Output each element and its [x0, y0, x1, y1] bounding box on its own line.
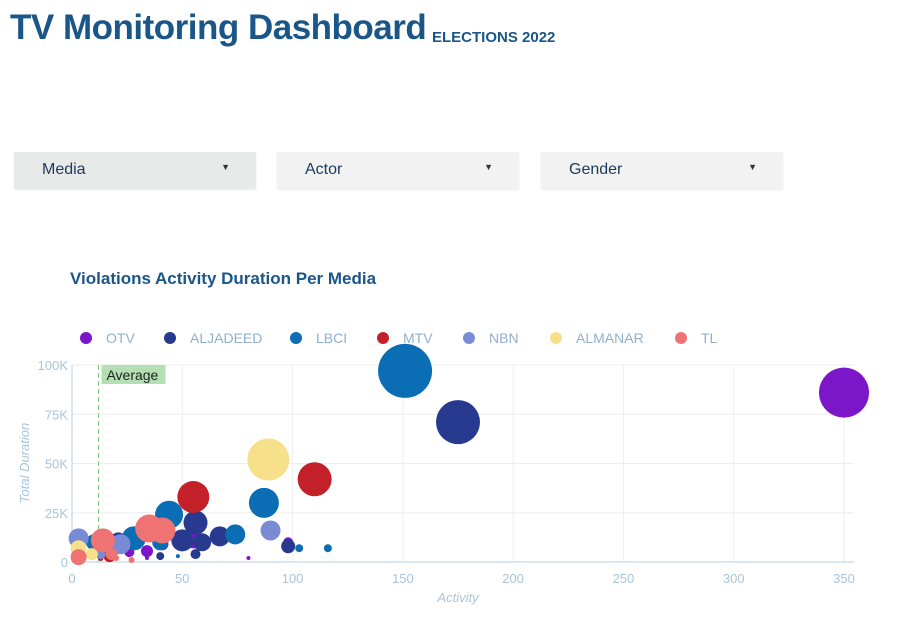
legend-marker [80, 332, 92, 344]
bubble-otv [246, 556, 251, 561]
bubble-mtv [297, 462, 332, 497]
caret-down-icon: ▼ [484, 162, 493, 172]
bubble-mtv [177, 480, 210, 513]
legend-label: ALJADEED [190, 330, 262, 346]
x-tick-label: 150 [392, 571, 414, 586]
legend-marker [675, 332, 687, 344]
x-tick-label: 300 [723, 571, 745, 586]
y-axis-title: Total Duration [17, 423, 32, 503]
caret-down-icon: ▼ [748, 162, 757, 172]
bubble-aljadeed [209, 526, 230, 547]
average-label: Average [106, 367, 158, 383]
gender-dropdown[interactable]: Gender ▼ [541, 152, 783, 189]
legend-marker [377, 332, 389, 344]
bubble-almanar [85, 548, 98, 561]
x-axis-title: Activity [436, 590, 480, 605]
bubble-aljadeed [156, 552, 165, 561]
bubble-lbci [295, 544, 304, 553]
legend-label: MTV [403, 330, 433, 346]
actor-dropdown-label: Actor [305, 161, 343, 178]
page-title: TV Monitoring Dashboard [10, 8, 427, 47]
legend-label: OTV [106, 330, 135, 346]
bubble-almanar [247, 438, 290, 481]
bubble-nbn [260, 520, 281, 541]
y-tick-label: 25K [45, 506, 68, 521]
y-tick-label: 100K [38, 358, 69, 373]
bubble-otv [140, 545, 153, 558]
bubble-tl [128, 557, 135, 564]
bubble-otv [819, 367, 869, 418]
bubble-tl [90, 528, 115, 553]
bubble-tl [70, 549, 87, 566]
x-tick-label: 250 [613, 571, 635, 586]
x-tick-label: 200 [502, 571, 524, 586]
y-tick-label: 50K [45, 457, 68, 472]
average-label-bg [101, 365, 166, 384]
actor-dropdown[interactable]: Actor ▼ [277, 152, 519, 189]
chart-title: Violations Activity Duration Per Media [70, 269, 377, 288]
x-tick-label: 50 [175, 571, 189, 586]
bubble-aljadeed [193, 533, 212, 552]
bubble-lbci [323, 544, 332, 553]
media-dropdown-label: Media [42, 161, 86, 178]
gender-dropdown-label: Gender [569, 161, 623, 178]
legend-label: TL [701, 330, 718, 346]
bubble-otv [144, 556, 149, 561]
legend-label: ALMANAR [576, 330, 644, 346]
page-subtitle: ELECTIONS 2022 [432, 29, 556, 46]
bubble-aljadeed [171, 529, 194, 552]
bubble-lbci [248, 487, 279, 518]
legend-marker [550, 332, 562, 344]
media-dropdown[interactable]: Media ▼ [14, 152, 256, 189]
x-tick-label: 100 [282, 571, 304, 586]
legend-marker [463, 332, 475, 344]
bubble-aljadeed [190, 549, 201, 560]
y-tick-label: 75K [45, 407, 68, 422]
bubble-nbn [110, 534, 131, 555]
y-tick-label: 0 [61, 555, 68, 570]
caret-down-icon: ▼ [221, 162, 230, 172]
legend-label: NBN [489, 330, 519, 346]
bubble-tl [113, 555, 120, 562]
bubble-tl [149, 517, 176, 544]
x-tick-label: 0 [68, 571, 75, 586]
bubble-aljadeed [183, 510, 208, 535]
bubble-aljadeed [436, 400, 480, 445]
bubble-lbci [378, 343, 433, 398]
legend-marker [290, 332, 302, 344]
x-tick-label: 350 [833, 571, 855, 586]
legend-marker [164, 332, 176, 344]
bubble-lbci [175, 554, 180, 559]
legend-label: LBCI [316, 330, 347, 346]
bubble-aljadeed [281, 539, 296, 554]
bubble-lbci [225, 524, 246, 545]
